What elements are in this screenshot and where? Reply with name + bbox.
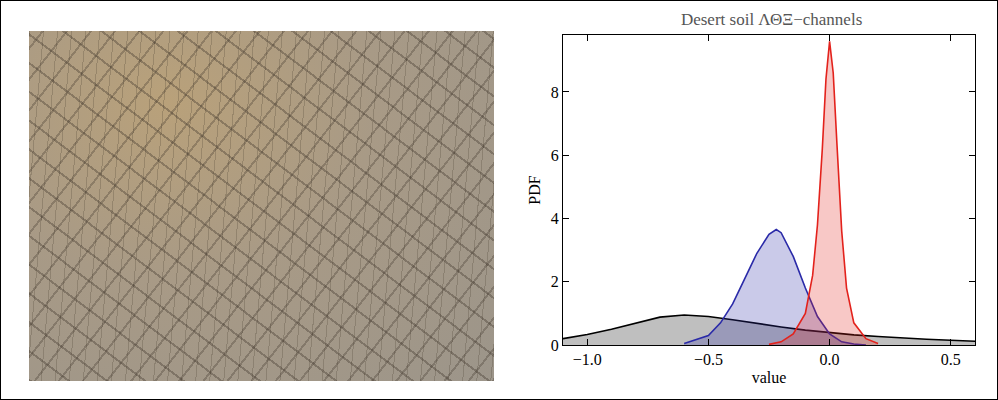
svg-text:−0.5: −0.5 (694, 351, 723, 368)
svg-text:8: 8 (551, 84, 559, 101)
svg-text:PDF: PDF (526, 175, 543, 204)
svg-text:0.5: 0.5 (941, 351, 961, 368)
svg-text:0.0: 0.0 (820, 351, 840, 368)
svg-text:−1.0: −1.0 (573, 351, 602, 368)
svg-text:6: 6 (551, 147, 559, 164)
svg-text:2: 2 (551, 273, 559, 290)
svg-text:Desert soil ΛΘΞ−channels: Desert soil ΛΘΞ−channels (681, 10, 862, 29)
svg-text:value: value (752, 369, 787, 386)
svg-text:0: 0 (551, 337, 559, 354)
svg-text:4: 4 (551, 210, 559, 227)
